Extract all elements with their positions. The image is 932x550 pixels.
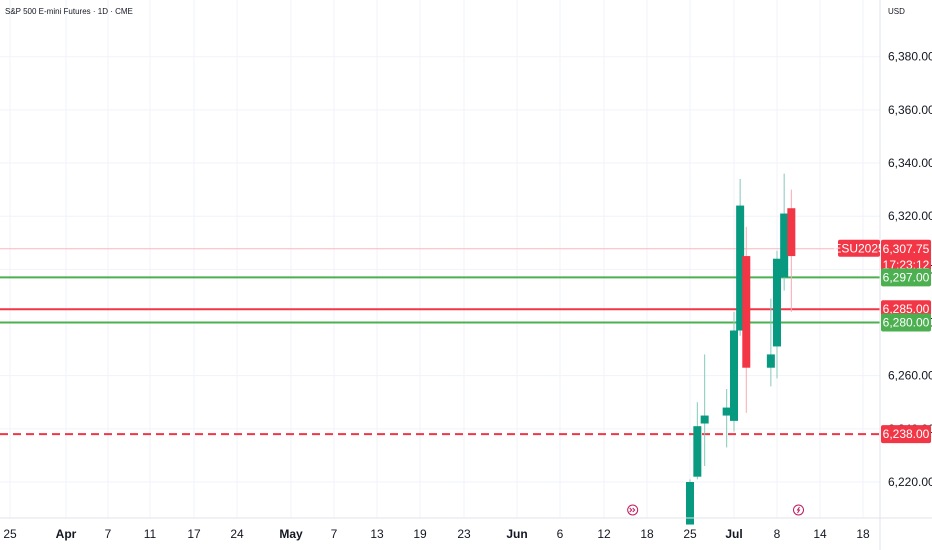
last-price-badge: 6,307.75 17:23:12 xyxy=(881,239,931,273)
fast-forward-icon xyxy=(627,504,639,516)
candle-body xyxy=(780,213,789,278)
candle-body xyxy=(736,205,745,331)
candles xyxy=(686,173,796,525)
candle-body xyxy=(700,415,709,424)
price-tick-label: 6,340.00 xyxy=(888,156,932,170)
date-tick-label: Apr xyxy=(56,527,77,541)
date-tick-label: 6 xyxy=(557,527,564,541)
candle-body xyxy=(722,407,731,416)
date-tick-label: 7 xyxy=(105,527,112,541)
date-tick-label: 23 xyxy=(457,527,471,541)
price-line-badge: 6,297.00 xyxy=(881,268,931,287)
event-markers[interactable] xyxy=(627,504,804,516)
date-tick-label: Jul xyxy=(725,527,742,541)
date-tick-label: Jun xyxy=(506,527,527,541)
currency-label[interactable]: USD xyxy=(888,7,905,16)
date-tick-label: 8 xyxy=(774,527,781,541)
candle xyxy=(773,250,781,379)
date-tick-label: May xyxy=(279,527,303,541)
date-tick-label: 19 xyxy=(413,527,427,541)
date-tick-label: 18 xyxy=(856,527,870,541)
price-badges: ESU20256,307.7517:23:126,297.006,285.006… xyxy=(833,239,931,444)
candle xyxy=(700,354,709,467)
date-tick-label: 13 xyxy=(370,527,384,541)
date-tick-label: 7 xyxy=(331,527,338,541)
price-tick-label: 6,220.00 xyxy=(888,475,932,489)
svg-text:6,280.00: 6,280.00 xyxy=(883,316,930,330)
candle xyxy=(730,311,738,432)
candle xyxy=(787,189,796,312)
svg-text:6,238.00: 6,238.00 xyxy=(883,427,930,441)
price-lines[interactable] xyxy=(0,248,880,436)
price-line-badge: 6,238.00 xyxy=(881,425,931,444)
date-tick-label: 24 xyxy=(230,527,244,541)
price-tick-label: 6,260.00 xyxy=(888,369,932,383)
grid-lines xyxy=(0,0,880,518)
date-tick-label: 12 xyxy=(597,527,611,541)
candle-body xyxy=(766,354,775,368)
svg-text:17:23:12: 17:23:12 xyxy=(883,258,930,272)
date-tick-label: 25 xyxy=(683,527,697,541)
candle xyxy=(766,298,775,387)
candle xyxy=(693,402,702,480)
date-tick-label: 25 xyxy=(3,527,17,541)
svg-text:ESU2025: ESU2025 xyxy=(833,241,885,255)
price-tick-label: 6,360.00 xyxy=(888,103,932,117)
candle-body xyxy=(730,330,738,421)
candle xyxy=(780,173,789,291)
time-axis[interactable]: 25 Apr 7 11 17 24 May 7 13 19 23 Jun 6 12 18 25 Jul 8 14 18 xyxy=(0,517,932,541)
svg-text:6,285.00: 6,285.00 xyxy=(883,302,930,316)
price-line-badge: 6,280.00 xyxy=(881,313,931,332)
svg-text:6,307.75: 6,307.75 xyxy=(883,242,930,256)
candle-body xyxy=(787,208,796,257)
svg-text:6,297.00: 6,297.00 xyxy=(883,270,930,284)
symbol-badge: ESU2025 xyxy=(833,239,885,257)
candle-body xyxy=(693,426,702,477)
symbol-title: S&P 500 E-mini Futures · 1D · CME xyxy=(5,7,133,16)
candle xyxy=(722,388,731,448)
date-tick-label: 11 xyxy=(144,527,157,541)
lightning-icon xyxy=(793,504,804,516)
candle-body xyxy=(742,256,751,368)
price-tick-label: 6,320.00 xyxy=(888,209,932,223)
candle-body xyxy=(686,482,694,525)
candle xyxy=(686,479,694,525)
date-tick-label: 14 xyxy=(813,527,827,541)
date-tick-label: 17 xyxy=(187,527,201,541)
date-tick-label: 18 xyxy=(640,527,654,541)
candle-body xyxy=(773,258,781,347)
candle xyxy=(742,226,751,413)
price-tick-label: 6,380.00 xyxy=(888,50,932,64)
candle xyxy=(736,178,745,336)
